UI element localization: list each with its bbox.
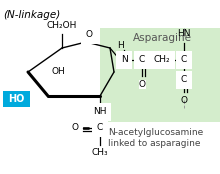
Text: =: = [82,124,90,134]
Text: O: O [86,30,92,39]
Text: C: C [139,56,145,65]
Text: linked to asparagine: linked to asparagine [108,139,200,148]
Text: ’: ’ [108,128,111,137]
Text: C: C [181,56,187,65]
Text: CH₂: CH₂ [154,56,170,65]
Text: NH: NH [93,108,107,117]
Text: N: N [121,56,127,65]
Text: O: O [139,80,145,89]
Text: O: O [71,124,78,132]
Text: N-acetylglucosamine: N-acetylglucosamine [108,128,203,137]
Text: H: H [117,41,123,50]
Text: C: C [181,76,187,85]
Text: HO: HO [8,94,25,104]
Text: OH: OH [52,68,66,77]
Text: O: O [180,96,187,105]
Text: HN: HN [177,29,191,38]
Text: CH₂OH: CH₂OH [47,21,77,30]
Text: C: C [97,124,103,132]
Text: CH₃: CH₃ [92,148,108,157]
Bar [100,28,220,122]
Text: (N-linkage): (N-linkage) [3,10,60,20]
Bar [3,91,30,107]
Text: Asparagine: Asparagine [132,33,191,43]
